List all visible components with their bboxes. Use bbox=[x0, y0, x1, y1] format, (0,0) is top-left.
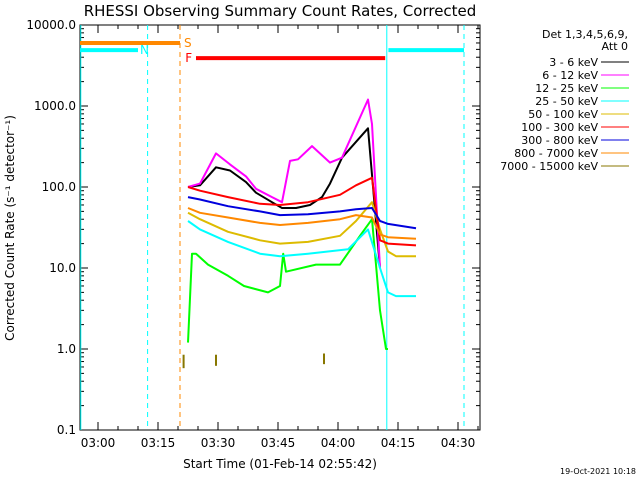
x-tick-label: 03:30 bbox=[201, 436, 236, 450]
y-tick-label: 10.0 bbox=[49, 261, 76, 275]
y-tick-label: 10000.0 bbox=[26, 18, 76, 32]
footer-date: 19-Oct-2021 10:18 bbox=[560, 467, 636, 476]
x-axis-label: Start Time (01-Feb-14 02:55:42) bbox=[183, 457, 377, 471]
x-tick-label: 04:15 bbox=[381, 436, 416, 450]
legend-header-detectors: Det 1,3,4,5,6,9, bbox=[542, 28, 628, 41]
y-tick-label: 1000.0 bbox=[34, 99, 76, 113]
x-tick-label: 03:45 bbox=[261, 436, 296, 450]
legend-header-attenuator: Att 0 bbox=[602, 40, 628, 53]
saa-bar-label: S bbox=[184, 36, 192, 50]
series-line-7 bbox=[187, 207, 417, 240]
series-line-4 bbox=[187, 201, 416, 258]
x-tick-label: 03:15 bbox=[141, 436, 176, 450]
series-line-0 bbox=[187, 127, 381, 269]
x-tick-label: 04:30 bbox=[441, 436, 476, 450]
y-tick-label: 100.0 bbox=[42, 180, 76, 194]
x-tick-label: 04:00 bbox=[321, 436, 356, 450]
legend-label-2: 12 - 25 keV bbox=[535, 82, 598, 95]
legend-label-0: 3 - 6 keV bbox=[549, 56, 598, 69]
legend-label-6: 300 - 800 keV bbox=[521, 134, 598, 147]
legend-label-7: 800 - 7000 keV bbox=[514, 147, 598, 160]
y-tick-label: 1.0 bbox=[57, 342, 76, 356]
chart-title: RHESSI Observing Summary Count Rates, Co… bbox=[84, 2, 477, 20]
y-axis-label: Corrected Count Rate (s⁻¹ detector⁻¹) bbox=[3, 115, 17, 341]
flare-bar-label: F bbox=[185, 51, 192, 65]
legend-label-3: 25 - 50 keV bbox=[535, 95, 598, 108]
series-line-3 bbox=[187, 220, 416, 298]
x-tick-label: 03:00 bbox=[81, 436, 116, 450]
plot-frame bbox=[79, 24, 481, 431]
legend-label-1: 6 - 12 keV bbox=[542, 69, 598, 82]
series-line-1 bbox=[187, 98, 381, 269]
legend-label-4: 50 - 100 keV bbox=[528, 108, 598, 121]
series-line-6 bbox=[187, 196, 417, 230]
legend-label-8: 7000 - 15000 keV bbox=[500, 160, 598, 173]
series-line-5 bbox=[187, 176, 417, 247]
plot-layer: 0.1 1.0 10.0 100.0 1000.0 10000.0 03:00 03:15 03… bbox=[26, 18, 481, 450]
legend-label-5: 100 - 300 keV bbox=[521, 121, 598, 134]
night-bar-label: N bbox=[140, 43, 149, 57]
y-tick-label: 0.1 bbox=[57, 423, 76, 437]
